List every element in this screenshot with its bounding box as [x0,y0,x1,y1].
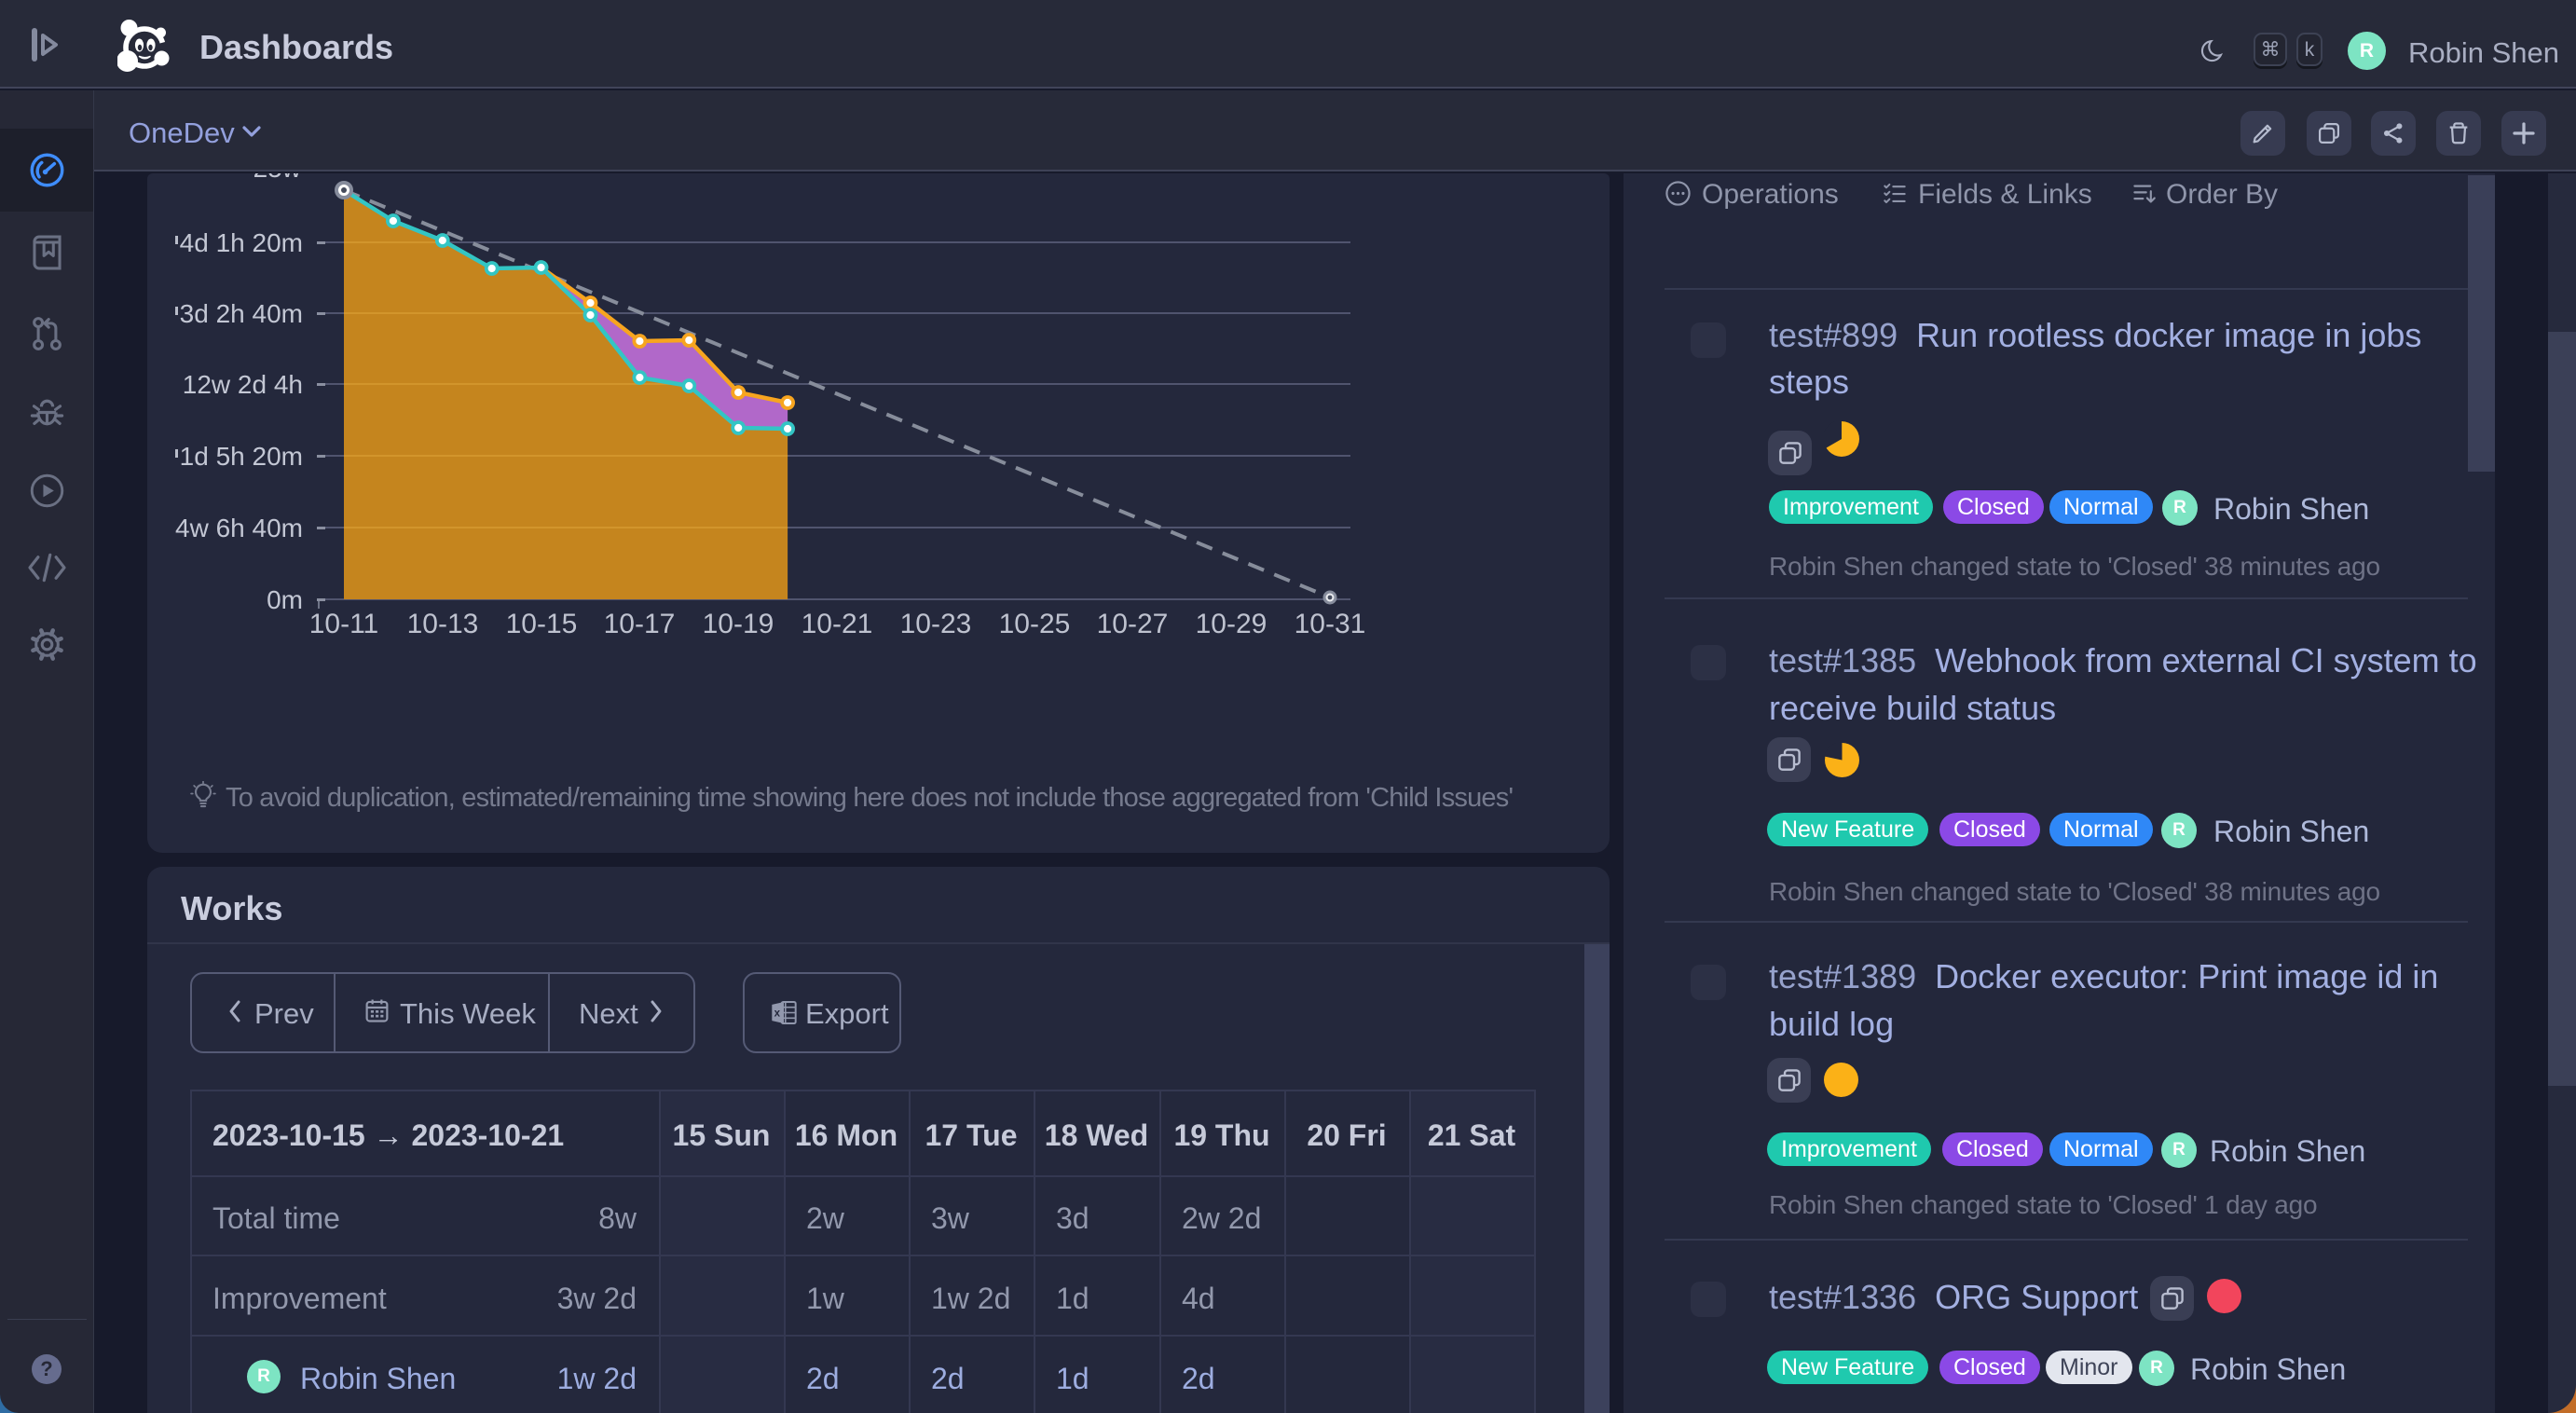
svg-text:x: x [774,1008,781,1020]
